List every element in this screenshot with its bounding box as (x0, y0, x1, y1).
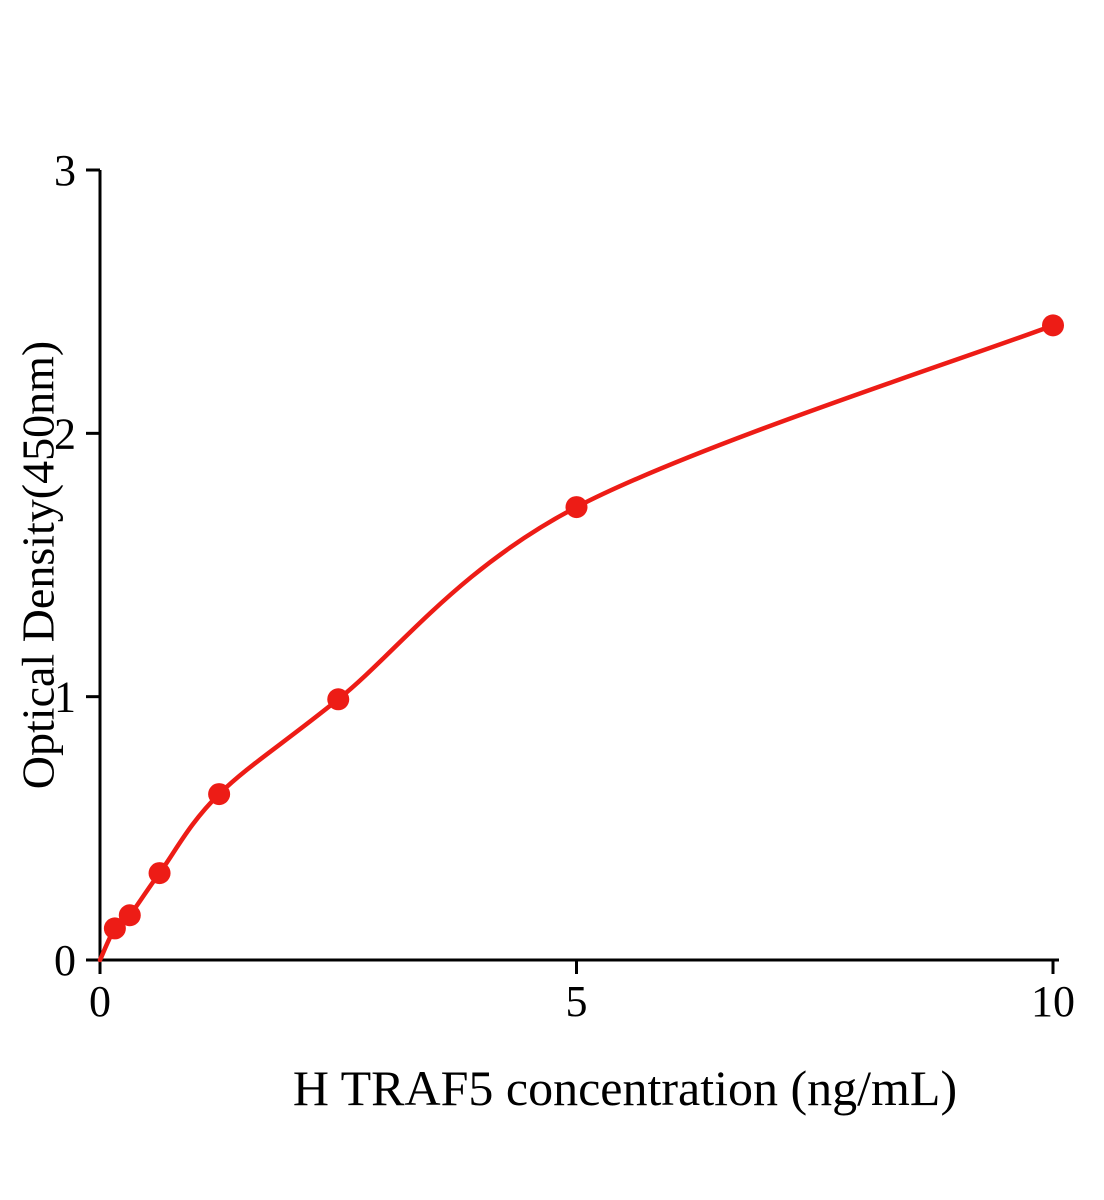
y-axis-title: Optical Density(450nm) (12, 340, 64, 790)
x-axis-title: H TRAF5 concentration (ng/mL) (292, 1060, 958, 1116)
data-point (148, 862, 171, 885)
y-tick-label: 2 (54, 409, 76, 458)
data-point (118, 904, 141, 927)
y-tick-label: 1 (54, 673, 76, 722)
data-point (565, 496, 588, 519)
standard-curve-line (97, 323, 1056, 963)
data-point (103, 917, 126, 940)
x-tick-label: 5 (566, 977, 588, 1026)
y-tick-label: 0 (54, 936, 76, 985)
data-point (208, 783, 231, 806)
data-point (1042, 314, 1064, 337)
y-tick-label: 3 (54, 146, 76, 195)
x-tick-label: 0 (89, 977, 111, 1026)
x-tick-label: 10 (1031, 977, 1075, 1026)
data-point (327, 688, 350, 711)
